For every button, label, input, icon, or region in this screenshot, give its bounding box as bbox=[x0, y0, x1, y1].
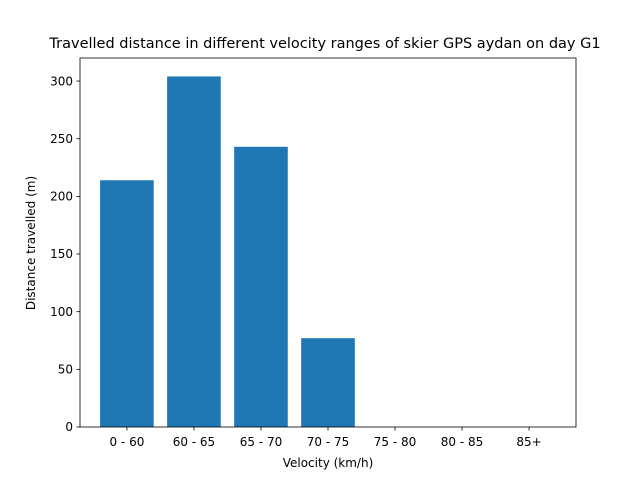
bar-4 bbox=[301, 338, 355, 427]
x-axis-label: Velocity (km/h) bbox=[283, 456, 374, 470]
y-tick-label: 50 bbox=[58, 363, 73, 377]
x-tick-label: 60 - 65 bbox=[173, 435, 216, 449]
x-tick-label: 65 - 70 bbox=[240, 435, 283, 449]
y-axis-label: Distance travelled (m) bbox=[24, 176, 38, 310]
y-tick-label: 200 bbox=[50, 190, 73, 204]
x-tick-label: 0 - 60 bbox=[109, 435, 144, 449]
chart-title: Travelled distance in different velocity… bbox=[48, 36, 600, 52]
plot-area: 0 50 100 150 200 250 300 0 - 60 60 - 65 65 - 70 70… bbox=[50, 57, 577, 449]
bar-1 bbox=[100, 180, 154, 427]
x-tick-label: 75 - 80 bbox=[374, 435, 417, 449]
y-tick-label: 250 bbox=[50, 132, 73, 146]
x-tick-label: 70 - 75 bbox=[307, 435, 350, 449]
x-tick-label: 80 - 85 bbox=[441, 435, 484, 449]
bar-3 bbox=[234, 146, 288, 427]
y-tick-label: 150 bbox=[50, 247, 73, 261]
y-tick-label: 0 bbox=[65, 420, 73, 434]
y-tick-label: 100 bbox=[50, 305, 73, 319]
bar-2 bbox=[167, 76, 221, 427]
x-tick-label: 85+ bbox=[516, 435, 541, 449]
y-tick-label: 300 bbox=[50, 74, 73, 88]
